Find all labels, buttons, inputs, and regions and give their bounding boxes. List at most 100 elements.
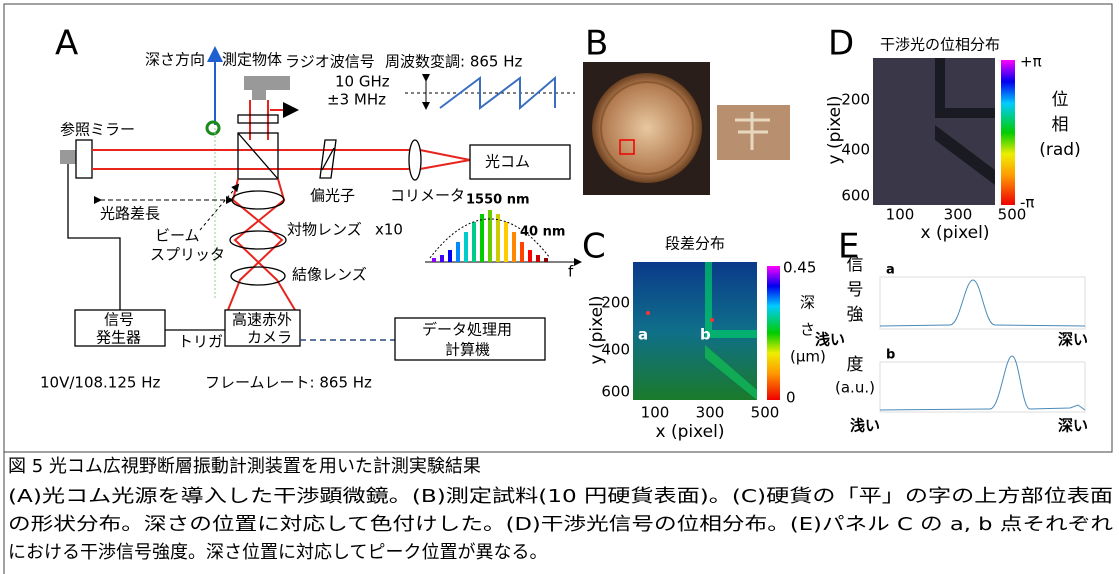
panel-b: B [583, 24, 790, 196]
cbar-max: 0.45 [783, 259, 816, 277]
trace [880, 280, 1085, 326]
panel-label: A [55, 24, 78, 64]
x-tick-label: 300 [944, 206, 973, 224]
label: フレームレート: 865 Hz [205, 374, 372, 392]
cbar-min: 0 [786, 389, 796, 407]
y-tick-label: 400 [841, 141, 870, 159]
x-tick-label: 300 [696, 404, 725, 422]
colorbar [767, 266, 780, 400]
shallow: 浅い [815, 331, 845, 349]
shallow: 浅い [850, 417, 880, 435]
point-a [646, 311, 650, 315]
caption: 図 5 光コム広視野断層振動計測装置を用いた計測実験結果 (A)光コム光源を導入… [8, 456, 1113, 563]
trace [880, 356, 1085, 410]
window [238, 115, 278, 123]
phase-map [873, 58, 995, 205]
axis-origin [207, 122, 219, 134]
caption-line: (A)光コム光源を導入した干渉顕微鏡。(B)測定試料(10 円硬貨表面)。(C)… [8, 486, 1113, 507]
plot-frame [880, 277, 1085, 329]
cbar-label: 位 [1052, 90, 1069, 110]
x-tick-label: 100 [886, 206, 915, 224]
panel-a: A 深さ方向 測定物体 参照ミラー 偏光子 コリメータ 光コム 光路差長 ビーム… [40, 24, 580, 392]
label: ラジオ波信号 [285, 53, 375, 71]
label: 10 GHz [335, 73, 390, 91]
point-label: b [700, 326, 711, 344]
x-tick-label: 500 [751, 404, 780, 422]
cbar-label: さ [800, 321, 815, 339]
label: 1550 nm [466, 193, 530, 208]
label: 対物レンズ [287, 221, 362, 239]
title: 干渉光の位相分布 [880, 36, 1000, 54]
figure: A 深さ方向 測定物体 参照ミラー 偏光子 コリメータ 光コム 光路差長 ビーム… [0, 0, 1119, 574]
y-axis-label: y (pixel) [587, 296, 607, 365]
panel-label: D [828, 24, 854, 64]
y-axis-label: y (pixel) [825, 96, 845, 165]
caption-line: の形状分布。深さの位置に対応して色付けした。(D)干渉光信号の位相分布。(E)パ… [8, 514, 1113, 535]
point-b [710, 318, 714, 322]
pointer [200, 185, 238, 230]
panel-e: E a b 信 号 強 度 (a.u.) 浅い 深い 浅い 深い [815, 227, 1088, 435]
wire [68, 164, 120, 310]
label: ビーム [155, 227, 200, 245]
x-tick-label: 500 [998, 206, 1027, 224]
beam [228, 179, 295, 310]
label: スプリッタ [150, 246, 225, 264]
label: 発生器 [96, 329, 141, 347]
y-tick-label: 600 [841, 187, 870, 205]
colorbar [1001, 60, 1015, 205]
label: 高速赤外 [232, 311, 292, 329]
panel-label: C [582, 227, 606, 267]
y-tick-label: 200 [841, 91, 870, 109]
label: 信号 [104, 311, 134, 329]
label: 10V/108.125 Hz [40, 374, 160, 392]
label: ±3 MHz [327, 91, 386, 109]
deep: 深い [1058, 417, 1088, 435]
label: 偏光子 [310, 187, 355, 205]
splitter-diagonal [238, 133, 278, 179]
object [244, 76, 290, 90]
label: カメラ [247, 329, 292, 347]
y-label: 強 [847, 305, 864, 325]
plot-frame [880, 362, 1085, 412]
label: データ処理用 [422, 321, 512, 339]
panel-label: B [585, 24, 608, 64]
label: 光路差長 [100, 205, 160, 223]
ref-mirror [76, 140, 92, 178]
label: x10 [375, 221, 403, 239]
point-label: a [638, 326, 648, 344]
panel-d: D 干渉光の位相分布 +π -π 位 相 (rad) 200 400 600 1… [825, 24, 1081, 244]
x-tick-label: 100 [641, 404, 670, 422]
cbar-label: 深 [800, 294, 815, 312]
lens [231, 267, 285, 285]
lens [230, 231, 286, 249]
lens [232, 191, 284, 209]
cbar-label: (μm) [790, 348, 826, 366]
label: f [568, 263, 574, 281]
label: トリガ [178, 333, 223, 351]
label: 40 nm [520, 225, 565, 240]
cbar-label: (rad) [1039, 140, 1080, 160]
mirror-mount [60, 150, 76, 164]
trace-label: b [886, 348, 895, 363]
label: 結像レンズ [292, 266, 367, 284]
collimator [409, 140, 421, 180]
coin [592, 73, 702, 183]
panel-c: C 段差分布 a b 0.45 0 深 さ (μm) 200 400 600 1… [582, 227, 826, 443]
label: 参照ミラー [60, 121, 135, 139]
y-label: 度 [847, 355, 864, 375]
trace-label: a [886, 263, 895, 278]
label: 測定物体 [222, 51, 282, 69]
label: コリメータ [390, 187, 465, 205]
label: 深さ方向 [145, 51, 205, 69]
label: 計算機 [445, 341, 490, 359]
x-axis-label: x (pixel) [656, 422, 725, 442]
cbar-max: +π [1020, 53, 1042, 71]
beam [420, 150, 470, 169]
y-label: 号 [847, 280, 864, 300]
caption-line: における干渉信号強度。深さ位置に対応してピーク位置が異なる。 [8, 542, 547, 563]
y-label: (a.u.) [835, 379, 875, 397]
caption-title: 図 5 光コム広視野断層振動計測装置を用いた計測実験結果 [8, 456, 481, 477]
y-label: 信 [847, 255, 864, 275]
label: 周波数変調: 865 Hz [385, 53, 523, 71]
label: 光コム [485, 153, 530, 171]
